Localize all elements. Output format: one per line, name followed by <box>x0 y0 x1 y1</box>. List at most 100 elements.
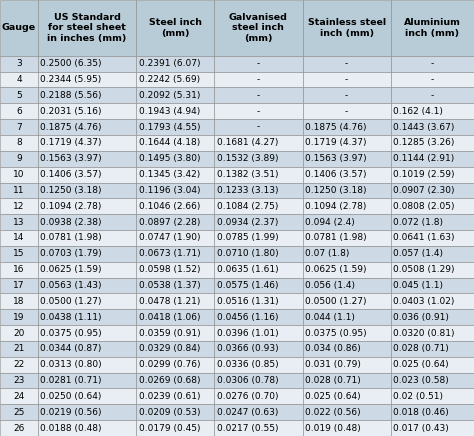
Bar <box>38 373 136 388</box>
Text: 0.1943 (4.94): 0.1943 (4.94) <box>138 107 200 116</box>
Bar <box>214 0 302 56</box>
Text: 0.028 (0.71): 0.028 (0.71) <box>305 376 361 385</box>
Text: 0.0359 (0.91): 0.0359 (0.91) <box>138 329 200 337</box>
Text: 0.0179 (0.45): 0.0179 (0.45) <box>138 424 200 433</box>
Bar <box>136 373 214 388</box>
Text: 0.0219 (0.56): 0.0219 (0.56) <box>40 408 102 417</box>
Bar <box>214 388 302 404</box>
Text: 0.1144 (2.91): 0.1144 (2.91) <box>393 154 455 163</box>
Bar <box>391 214 474 230</box>
Bar <box>136 246 214 262</box>
Text: 0.031 (0.79): 0.031 (0.79) <box>305 360 361 369</box>
Bar <box>0 56 38 72</box>
Bar <box>391 103 474 119</box>
Bar <box>0 388 38 404</box>
Text: 0.0438 (1.11): 0.0438 (1.11) <box>40 313 102 322</box>
Text: 0.1196 (3.04): 0.1196 (3.04) <box>138 186 200 195</box>
Text: 0.0897 (2.28): 0.0897 (2.28) <box>138 218 200 227</box>
Text: -: - <box>345 59 348 68</box>
Bar <box>136 262 214 278</box>
Text: 10: 10 <box>13 170 25 179</box>
Bar <box>391 246 474 262</box>
Bar <box>214 119 302 135</box>
Bar <box>214 309 302 325</box>
Text: 22: 22 <box>13 360 25 369</box>
Bar <box>302 167 391 183</box>
Text: 0.0456 (1.16): 0.0456 (1.16) <box>217 313 278 322</box>
Bar <box>302 56 391 72</box>
Text: -: - <box>431 91 434 100</box>
Text: 15: 15 <box>13 249 25 258</box>
Bar <box>38 325 136 341</box>
Text: 0.07 (1.8): 0.07 (1.8) <box>305 249 349 258</box>
Bar <box>136 135 214 151</box>
Text: 18: 18 <box>13 297 25 306</box>
Bar <box>38 88 136 103</box>
Text: 0.034 (0.86): 0.034 (0.86) <box>305 344 361 353</box>
Text: 0.2391 (6.07): 0.2391 (6.07) <box>138 59 200 68</box>
Text: 0.028 (0.71): 0.028 (0.71) <box>393 344 449 353</box>
Bar <box>136 0 214 56</box>
Bar <box>391 262 474 278</box>
Bar <box>391 88 474 103</box>
Bar <box>38 214 136 230</box>
Bar <box>302 262 391 278</box>
Bar <box>38 183 136 198</box>
Text: 0.0281 (0.71): 0.0281 (0.71) <box>40 376 102 385</box>
Text: 0.1563 (3.97): 0.1563 (3.97) <box>305 154 366 163</box>
Text: 24: 24 <box>13 392 25 401</box>
Bar <box>214 230 302 246</box>
Bar <box>38 103 136 119</box>
Text: 0.1019 (2.59): 0.1019 (2.59) <box>393 170 455 179</box>
Text: 0.162 (4.1): 0.162 (4.1) <box>393 107 443 116</box>
Text: 0.0396 (1.01): 0.0396 (1.01) <box>217 329 278 337</box>
Text: 0.0938 (2.38): 0.0938 (2.38) <box>40 218 102 227</box>
Bar <box>38 262 136 278</box>
Text: 0.0710 (1.80): 0.0710 (1.80) <box>217 249 278 258</box>
Bar <box>136 183 214 198</box>
Bar <box>0 198 38 214</box>
Text: 0.1563 (3.97): 0.1563 (3.97) <box>40 154 102 163</box>
Text: Stainless steel
inch (mm): Stainless steel inch (mm) <box>308 18 386 37</box>
Text: 0.023 (0.58): 0.023 (0.58) <box>393 376 449 385</box>
Text: 0.0188 (0.48): 0.0188 (0.48) <box>40 424 102 433</box>
Bar <box>391 56 474 72</box>
Bar <box>391 404 474 420</box>
Text: 0.045 (1.1): 0.045 (1.1) <box>393 281 443 290</box>
Bar <box>136 278 214 293</box>
Bar <box>0 246 38 262</box>
Text: 0.0306 (0.78): 0.0306 (0.78) <box>217 376 278 385</box>
Bar <box>302 341 391 357</box>
Bar <box>302 72 391 88</box>
Bar <box>391 151 474 167</box>
Bar <box>391 119 474 135</box>
Text: 0.0209 (0.53): 0.0209 (0.53) <box>138 408 200 417</box>
Text: 20: 20 <box>13 329 25 337</box>
Bar <box>302 230 391 246</box>
Bar <box>0 72 38 88</box>
Text: 0.2500 (6.35): 0.2500 (6.35) <box>40 59 102 68</box>
Bar <box>38 278 136 293</box>
Text: -: - <box>345 91 348 100</box>
Text: 0.0625 (1.59): 0.0625 (1.59) <box>305 265 366 274</box>
Text: 0.2188 (5.56): 0.2188 (5.56) <box>40 91 102 100</box>
Bar <box>391 325 474 341</box>
Bar <box>136 293 214 309</box>
Bar <box>0 214 38 230</box>
Text: Steel inch
(mm): Steel inch (mm) <box>149 18 202 37</box>
Text: 13: 13 <box>13 218 25 227</box>
Text: -: - <box>257 59 260 68</box>
Text: 0.025 (0.64): 0.025 (0.64) <box>393 360 449 369</box>
Bar <box>302 183 391 198</box>
Text: 0.0516 (1.31): 0.0516 (1.31) <box>217 297 278 306</box>
Bar <box>302 420 391 436</box>
Text: 0.0703 (1.79): 0.0703 (1.79) <box>40 249 102 258</box>
Bar <box>0 262 38 278</box>
Bar <box>214 214 302 230</box>
Bar <box>0 373 38 388</box>
Bar <box>0 357 38 373</box>
Bar <box>214 404 302 420</box>
Text: 23: 23 <box>13 376 25 385</box>
Bar <box>0 103 38 119</box>
Bar <box>136 420 214 436</box>
